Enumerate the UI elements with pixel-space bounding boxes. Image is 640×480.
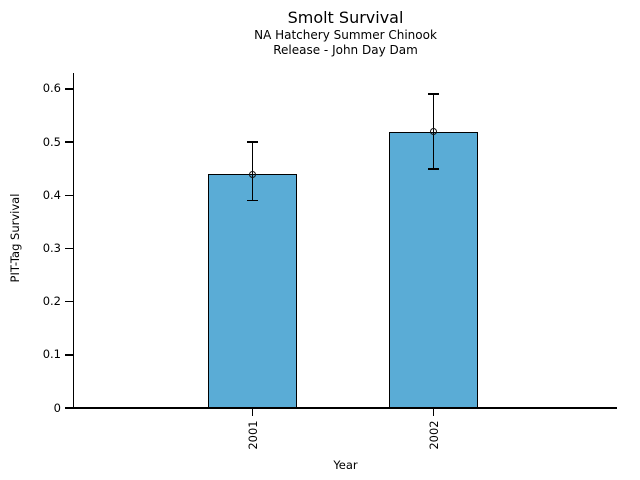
point-marker [249,170,256,178]
chart-title: Smolt Survival [287,8,404,27]
x-axis-label: Year [333,458,358,472]
x-tick-mark [251,409,254,416]
y-tick-label: 0.5 [42,134,61,149]
x-axis-spine [73,407,617,409]
y-tick-label: 0.4 [42,187,61,202]
y-tick-mark [65,141,73,143]
y-tick-label: 0.6 [42,81,61,96]
x-tick-label: 2001 [245,420,260,450]
bar-2002 [388,131,479,409]
error-bar-cap-top [247,141,258,143]
point-marker [430,128,437,136]
y-tick-mark [65,88,73,90]
x-tick-mark [432,409,435,416]
y-tick-mark [65,194,73,196]
y-axis-spine [73,73,75,409]
y-tick-mark [65,354,73,356]
x-tick-label: 2002 [426,420,441,450]
y-tick-mark [65,407,73,409]
y-tick-label: 0.2 [42,294,61,309]
error-bar-cap-bottom [247,199,258,202]
y-tick-label: 0.3 [42,240,61,255]
y-tick-mark [65,247,73,250]
y-axis-label: PIT-Tag Survival [8,193,22,283]
chart-subtitle-line2: Release - John Day Dam [273,42,418,57]
bar-2001 [207,174,298,409]
error-bar-cap-bottom [428,167,439,170]
chart-subtitle-line1: NA Hatchery Summer Chinook [254,28,437,42]
error-bar-cap-top [428,93,439,96]
y-tick-label: 0.1 [42,347,61,362]
y-tick-mark [65,300,73,303]
y-tick-label: 0 [53,400,61,415]
